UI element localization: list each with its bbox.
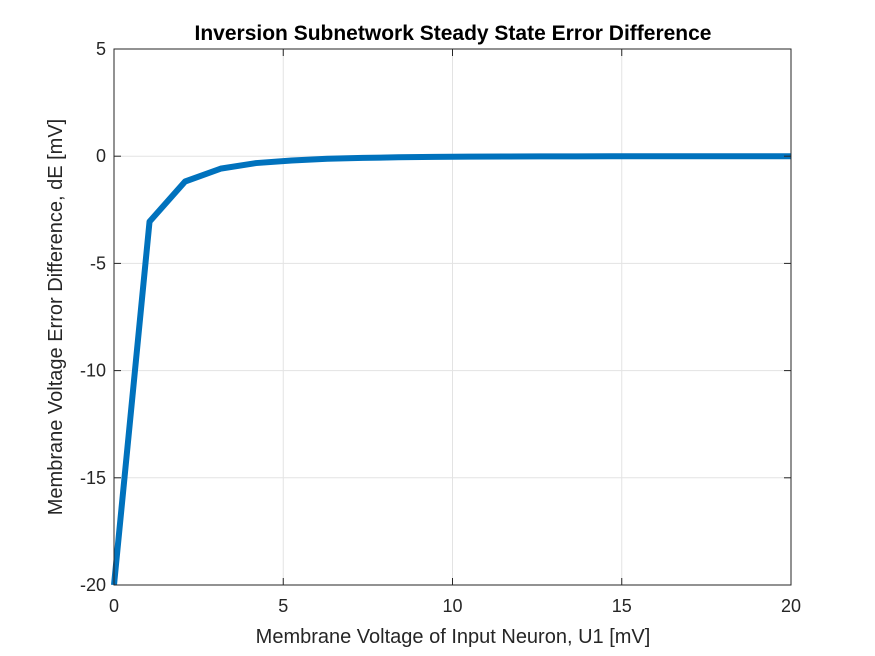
x-tick-label: 20 [781, 596, 801, 616]
y-tick-label: 0 [96, 146, 106, 166]
y-tick-label: -20 [80, 575, 106, 595]
series-layer [111, 153, 792, 586]
series-line [111, 153, 792, 586]
y-tick-label: -15 [80, 468, 106, 488]
y-axis-label: Membrane Voltage Error Difference, dE [m… [45, 119, 67, 515]
y-tick-label: 5 [96, 39, 106, 59]
grid-lines [113, 48, 792, 586]
x-tick-label: 0 [109, 596, 119, 616]
x-tick-label: 10 [442, 596, 462, 616]
y-tick-labels: -20 -15 -10 -5 0 5 [80, 39, 106, 595]
y-tick-label: -10 [80, 361, 106, 381]
x-tick-label: 5 [278, 596, 288, 616]
y-tick-label: -5 [90, 253, 106, 273]
x-tick-labels: 0 5 10 15 20 [109, 596, 801, 616]
x-axis-label: Membrane Voltage of Input Neuron, U1 [mV… [256, 626, 651, 648]
chart-title: Inversion Subnetwork Steady State Error … [195, 22, 712, 45]
tick-marks [113, 48, 792, 586]
x-tick-label: 15 [612, 596, 632, 616]
